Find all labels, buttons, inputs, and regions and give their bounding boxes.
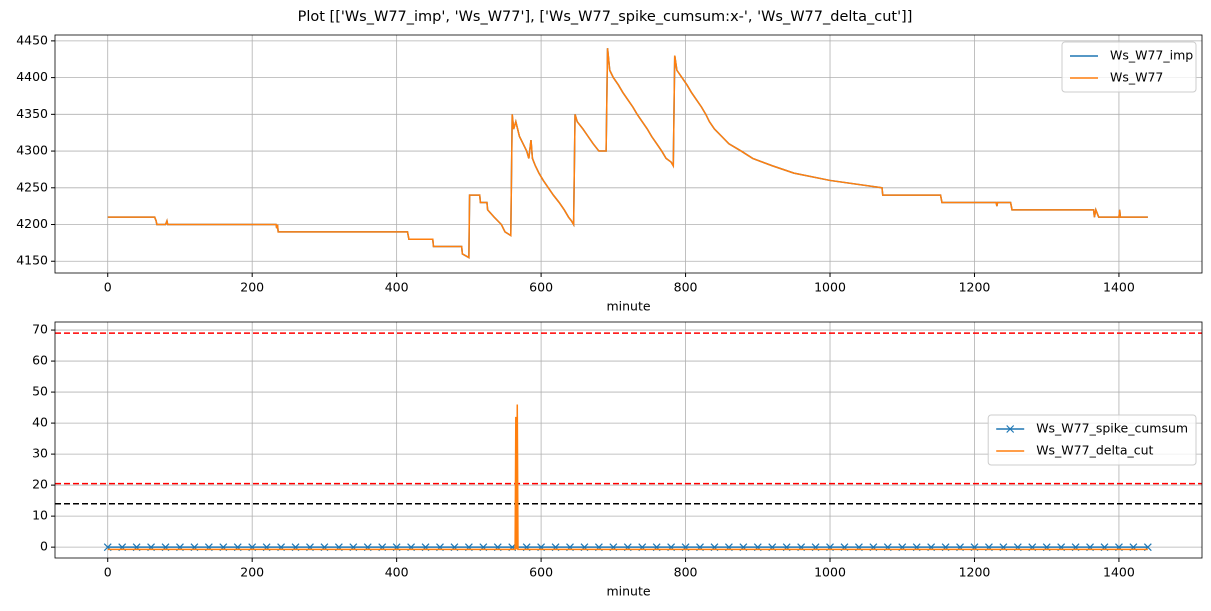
figure-title: Plot [['Ws_W77_imp', 'Ws_W77'], ['Ws_W77… xyxy=(298,9,913,25)
legend-label: Ws_W77_spike_cumsum xyxy=(1036,421,1188,436)
x-tick-label: 1400 xyxy=(1103,280,1135,295)
y-tick-label: 0 xyxy=(40,539,48,554)
y-tick-label: 4200 xyxy=(16,216,48,231)
series-line xyxy=(107,404,1148,551)
x-tick-label: 0 xyxy=(104,565,112,580)
legend-label: Ws_W77_imp xyxy=(1110,48,1193,63)
x-tick-label: 600 xyxy=(529,565,553,580)
series-line xyxy=(107,48,1148,259)
y-tick-label: 10 xyxy=(32,508,48,523)
y-tick-label: 30 xyxy=(32,446,48,461)
x-tick-label: 1200 xyxy=(959,565,991,580)
x-axis-label: minute xyxy=(606,299,650,314)
x-tick-label: 200 xyxy=(240,280,264,295)
axes-frame xyxy=(54,34,1203,274)
plot-area xyxy=(107,48,1148,259)
y-tick-label: 4300 xyxy=(16,143,48,158)
plot-area xyxy=(55,332,1202,552)
series-line xyxy=(107,48,1148,259)
axes-frame xyxy=(54,321,1203,559)
x-tick-label: 200 xyxy=(240,565,264,580)
x-tick-label: 0 xyxy=(104,280,112,295)
x-tick-label: 800 xyxy=(674,565,698,580)
legend-marker xyxy=(1006,425,1015,433)
x-tick-label: 800 xyxy=(674,280,698,295)
x-tick-label: 1200 xyxy=(959,280,991,295)
y-tick-label: 4150 xyxy=(16,253,48,268)
x-tick-label: 600 xyxy=(529,280,553,295)
legend-box xyxy=(987,414,1197,466)
x-tick-label: 1000 xyxy=(814,565,846,580)
y-tick-label: 20 xyxy=(32,477,48,492)
y-tick-label: 4250 xyxy=(16,179,48,194)
x-tick-label: 400 xyxy=(385,565,409,580)
x-tick-label: 1400 xyxy=(1103,565,1135,580)
y-tick-label: 60 xyxy=(32,353,48,368)
x-axis-label: minute xyxy=(606,584,650,599)
y-tick-label: 40 xyxy=(32,415,48,430)
y-tick-label: 4400 xyxy=(16,69,48,84)
y-tick-label: 50 xyxy=(32,384,48,399)
y-tick-label: 70 xyxy=(32,322,48,337)
x-tick-label: 1000 xyxy=(814,280,846,295)
y-tick-label: 4450 xyxy=(16,32,48,47)
legend-label: Ws_W77 xyxy=(1110,70,1163,85)
legend-label: Ws_W77_delta_cut xyxy=(1036,443,1153,458)
y-tick-label: 4350 xyxy=(16,106,48,121)
x-tick-label: 400 xyxy=(385,280,409,295)
legend-box xyxy=(1061,41,1197,93)
